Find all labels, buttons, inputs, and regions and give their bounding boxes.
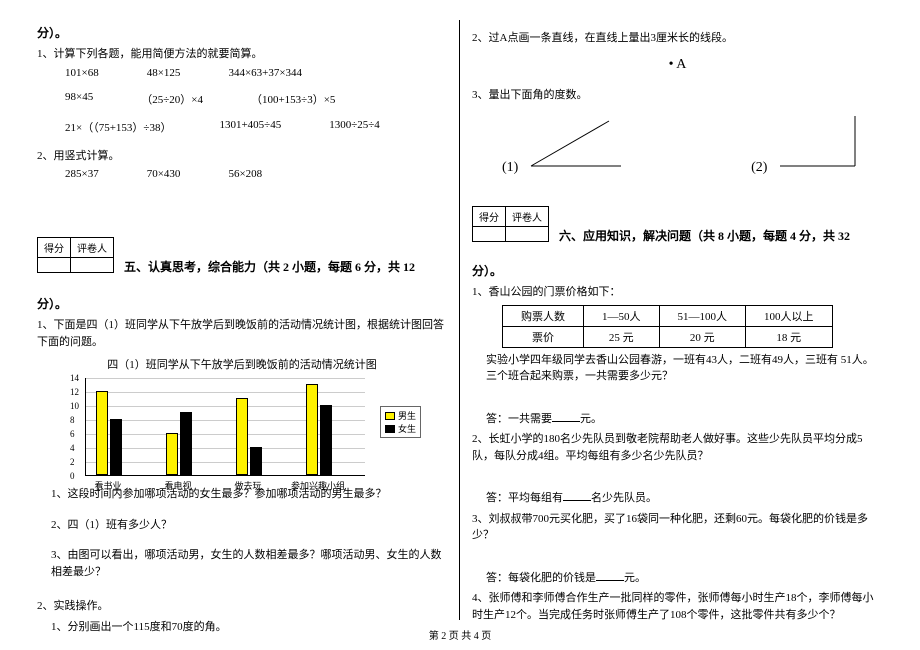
calc-rows: 101×68 48×125 344×63+37×344 98×45 （25÷20）×4 （… [37, 67, 447, 144]
calc-item: 70×430 [147, 168, 181, 180]
calc-item: （25÷20）×4 [141, 91, 203, 107]
calc-item: 48×125 [147, 67, 181, 79]
table-header: 购票人数 [503, 305, 584, 326]
right-column: 2、过A点画一条直线，在直线上量出3厘米长的线段。 • A 3、量出下面角的度数… [460, 20, 895, 620]
r-a3: 答：每袋化肥的价钱是元。 [472, 570, 883, 587]
calc-item: （100+153÷3）×5 [251, 91, 335, 107]
calc-item: 56×208 [228, 168, 262, 180]
calc-item: 98×45 [65, 91, 93, 107]
angle1-svg [521, 111, 631, 171]
table-cell: 18 元 [746, 326, 833, 347]
calc2-row: 285×37 70×430 56×208 [37, 168, 447, 180]
r-fen-close: 分）。 [472, 262, 883, 280]
table-header: 51—100人 [659, 305, 746, 326]
section5-heading: 得分 评卷人 五、认真思考，综合能力（共 2 小题，每题 6 分，共 12 [37, 229, 447, 275]
chart-title: 四（1）班同学从下午放学后到晚饭前的活动情况统计图 [37, 356, 447, 372]
r-q1-text: 实验小学四年级同学去香山公园春游，一班有43人，二班有49人，三班有 51人。三… [472, 352, 883, 385]
q2-text: 2、用竖式计算。 [37, 148, 447, 165]
r-q3t: 3、刘叔叔带700元买化肥，买了16袋同一种化肥，还剩60元。每袋化肥的价钱是多… [472, 511, 883, 544]
score-label: 得分 [38, 238, 70, 258]
calc-item: 21×（（75+153）÷38） [65, 119, 171, 135]
table-cell: 25 元 [584, 326, 660, 347]
section6-title: 六、应用知识，解决问题（共 8 小题，每题 4 分，共 32 [559, 227, 850, 244]
fen-close: 分）。 [37, 24, 447, 42]
q5-2: 2、实践操作。 [37, 598, 447, 615]
reviewer-label-2: 评卷人 [506, 207, 548, 227]
angle2-label: (2) [751, 160, 767, 175]
score-box: 得分 评卷人 [37, 237, 114, 273]
calc-item: 344×63+37×344 [228, 67, 302, 79]
fen-close2: 分）。 [37, 295, 447, 313]
angle-diagrams: (1) (2) [502, 111, 883, 176]
q5-1: 1、下面是四（1）班同学从下午放学后到晚饭前的活动情况统计图，根据统计图回答下面… [37, 317, 447, 350]
angle1-label: (1) [502, 160, 518, 175]
r-q3: 3、量出下面角的度数。 [472, 87, 883, 104]
q5-1-2: 2、四（1）班有多少人？ [37, 517, 447, 534]
table-cell: 票价 [503, 326, 584, 347]
calc-item: 1300÷25÷4 [329, 119, 380, 135]
calc-item: 285×37 [65, 168, 99, 180]
table-header: 1—50人 [584, 305, 660, 326]
section5-title: 五、认真思考，综合能力（共 2 小题，每题 6 分，共 12 [124, 258, 415, 275]
r-q1: 1、香山公园的门票价格如下： [472, 284, 883, 301]
calc-item: 1301+405÷45 [219, 119, 281, 135]
left-column: 分）。 1、计算下列各题，能用简便方法的就要简算。 101×68 48×125 34… [25, 20, 460, 620]
q1-text: 1、计算下列各题，能用简便方法的就要简算。 [37, 46, 447, 63]
q5-1-3: 3、由图可以看出，哪项活动男，女生的人数相差最多？哪项活动男、女生的人数相差最少… [37, 547, 447, 580]
calc-item: 101×68 [65, 67, 99, 79]
point-a: • A [472, 57, 883, 73]
section6-heading: 得分 评卷人 六、应用知识，解决问题（共 8 小题，每题 4 分，共 32 [472, 198, 883, 244]
bar-chart: 02468101214看书业看电视做去玩参加兴趣小组男生女生 [67, 378, 417, 476]
r-q2: 2、过A点画一条直线，在直线上量出3厘米长的线段。 [472, 30, 883, 47]
r-a1: 答：一共需要元。 [472, 411, 883, 428]
angle2-svg [770, 111, 870, 171]
r-q2t: 2、长虹小学的180名少先队员到敬老院帮助老人做好事。这些少先队员平均分成5队，… [472, 431, 883, 464]
score-box-2: 得分 评卷人 [472, 206, 549, 242]
table-header: 100人以上 [746, 305, 833, 326]
page-footer: 第 2 页 共 4 页 [0, 627, 920, 642]
r-q4t: 4、张师傅和李师傅合作生产一批同样的零件，张师傅每小时生产18个，李师傅每小时生… [472, 590, 883, 623]
reviewer-label: 评卷人 [71, 238, 113, 258]
angle-1: (1) [502, 111, 631, 176]
r-a2: 答：平均每组有名少先队员。 [472, 490, 883, 507]
angle-2: (2) [751, 111, 870, 176]
ticket-table: 购票人数1—50人51—100人100人以上 票价25 元20 元18 元 [502, 305, 833, 348]
table-cell: 20 元 [659, 326, 746, 347]
score-label-2: 得分 [473, 207, 505, 227]
